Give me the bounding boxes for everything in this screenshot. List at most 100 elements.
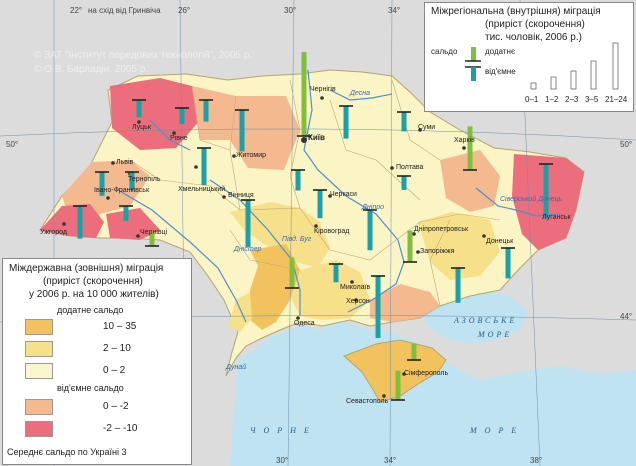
migration-bar-vinnytsia: [245, 200, 251, 247]
city-label: Донецьк: [486, 238, 514, 245]
migration-bar-rivne: [179, 108, 185, 125]
city-label: Одеса: [294, 320, 315, 327]
migration-bar-ivano_frankivsk: [123, 206, 129, 221]
city-label: Херсон: [346, 298, 370, 305]
city-label: Суми: [418, 124, 436, 131]
migration-bar-mykolaiv: [333, 264, 339, 283]
longitude-label: 30°: [284, 6, 297, 15]
legend-range: 10 – 35: [103, 321, 137, 332]
latitude-label: 44°: [620, 312, 633, 321]
river-label: Дунай: [226, 364, 247, 371]
legend-swatch: [25, 399, 53, 415]
river-label: Десна: [350, 90, 370, 97]
migration-bar-sevastopol: [395, 370, 401, 400]
migration-bar-chernivtsi: [149, 231, 155, 246]
positive-bar-icon: [471, 47, 476, 61]
migration-bar-kyiv: [301, 52, 307, 136]
legend-range: 0 – -2: [103, 401, 129, 412]
city-label: Вінниця: [228, 192, 254, 199]
migration-bar-zhytomyr: [239, 110, 245, 152]
watermark-text: © ЗАТ "Інститут передових технологій", 2…: [34, 50, 253, 61]
migration-bar-lutsk: [136, 100, 142, 118]
scale-label: 2–3: [565, 95, 579, 104]
longitude-label: 34°: [384, 456, 397, 465]
city-label: Львів: [116, 159, 134, 166]
migration-bar-chernihiv: [343, 106, 349, 139]
migration-bar-poltava: [401, 176, 407, 190]
legend-swatch: [25, 319, 53, 335]
migration-bars: [73, 52, 553, 401]
legend-range: 0 – 2: [103, 365, 126, 376]
migration-bar-luhansk: [543, 164, 549, 219]
latitude-label: 50°: [620, 140, 633, 149]
migration-bar-odesa: [289, 257, 295, 288]
legend-title: (приріст (скорочення): [485, 19, 585, 30]
region-fill: [418, 212, 500, 280]
city-label: Луганськ: [542, 214, 571, 221]
legend-swatch: [25, 363, 53, 379]
city-label: Житомир: [236, 152, 267, 159]
region-fill: [40, 204, 104, 238]
region-fill: [290, 260, 370, 320]
sea-label-black: М О Р Е: [470, 426, 520, 435]
migration-bar-kharkiv: [467, 126, 473, 170]
migration-bar-zaporizhzhia: [455, 268, 461, 303]
legend-negative-label: від'ємне: [485, 67, 516, 76]
longitude-label: 30°: [276, 456, 289, 465]
legend-negative-saldo: від'ємне сальдо: [57, 383, 124, 393]
river-label: Сіверський Донець: [500, 196, 563, 203]
longitude-label: 38°: [530, 456, 543, 465]
legend-title: (приріст (скорочення): [43, 276, 143, 287]
legend-range: -2 – -10: [103, 423, 138, 434]
internal-migration-legend: Міжрегіональна (внутрішня) міграція (при…: [424, 2, 634, 112]
legend-average: Середнє сальдо по Україні 3: [7, 447, 127, 457]
legend-title: Міждержавна (зовнішня) міграція: [9, 263, 164, 274]
city-label: Чернівці: [140, 229, 168, 236]
longitude-label: 22°: [70, 6, 83, 15]
river-label: Півд. Буг: [282, 236, 312, 243]
migration-bar-cherkasy: [317, 190, 323, 219]
city-label: Тернопіль: [128, 176, 161, 183]
legend-swatch: [25, 341, 53, 357]
watermark-text: © О.В. Барладін, 2005 р.: [34, 64, 149, 75]
external-migration-legend: Міждержавна (зовнішня) міграція (приріст…: [2, 258, 192, 465]
city-label: Дніпропетровськ: [414, 226, 469, 233]
river-label: Дніпро: [362, 204, 384, 211]
city-label: Луцьк: [132, 124, 151, 131]
legend-saldo-label: сальдо: [431, 47, 458, 56]
city-label: Рівне: [170, 135, 188, 142]
river-label: Дністер: [234, 246, 262, 253]
region-fill: [248, 244, 300, 330]
region-fill: [230, 202, 330, 268]
city-label: Івано-Франківськ: [94, 187, 150, 194]
scale-label: 1–2: [545, 95, 559, 104]
city-label: Запоріжжя: [420, 248, 455, 255]
city-label: Полтава: [396, 164, 424, 171]
migration-bar-volyn_east: [203, 100, 209, 122]
city-label: Кіровоград: [314, 228, 350, 235]
migration-bar-kherson: [375, 276, 381, 338]
migration-bar-dnipropetrovsk: [407, 230, 413, 262]
city-label: Ужгород: [40, 229, 67, 236]
legend-swatch: [25, 421, 53, 437]
city-label: Харків: [454, 137, 475, 144]
region-fill: [370, 284, 440, 322]
migration-bar-sumy: [401, 112, 407, 132]
longitude-note: на схід від Гринвіча: [88, 6, 161, 15]
migration-bar-zakarpattia: [77, 206, 83, 239]
migration-bar-lviv: [99, 172, 105, 196]
scale-label: 3–5: [585, 95, 599, 104]
scale-label: 0–1: [525, 95, 539, 104]
longitude-label: 26°: [178, 6, 191, 15]
legend-title: у 2006 р. на 10 000 жителів): [29, 289, 159, 300]
city-label: Севастополь: [346, 398, 389, 405]
legend-title: Міжрегіональна (внутрішня) міграція: [431, 6, 601, 17]
migration-bar-khmelnytskyi: [201, 148, 207, 185]
sea-label-azov: АЗОВСЬКЕ: [454, 316, 518, 325]
migration-bar-kyiv_obl: [295, 170, 301, 191]
region-fill: [230, 96, 300, 170]
scale-label: 21–24: [605, 95, 628, 104]
city-label: Миколаїв: [340, 284, 371, 291]
legend-positive-label: додатнє: [485, 47, 516, 56]
